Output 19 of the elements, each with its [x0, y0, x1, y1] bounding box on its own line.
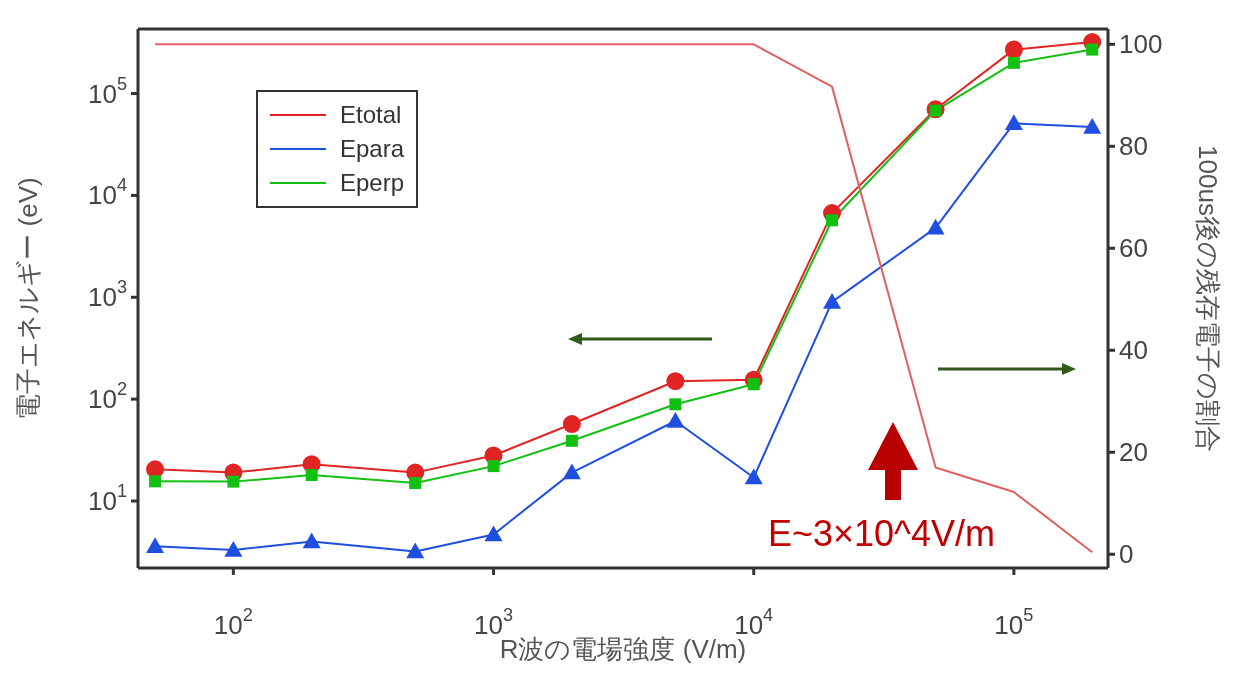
y2-tick-label: 40 — [1119, 335, 1148, 366]
y-tick-label: 10$^{3}$ — [87, 277, 127, 313]
y-tick-label: 10$^{1}$ — [87, 481, 127, 517]
y2-tick-label: 100 — [1119, 29, 1163, 60]
x-tick-label: 10$^{2}$ — [213, 605, 253, 640]
y-tick-label: 10$^{2}$ — [87, 379, 127, 415]
x-tick-label: 10$^{5}$ — [994, 605, 1034, 640]
annotation: E~3×10^4V/m — [768, 513, 996, 555]
y-tick-label: 10$^{4}$ — [87, 175, 127, 211]
y2-tick-label: 0 — [1119, 539, 1134, 570]
legend-label: Epara — [340, 134, 405, 164]
y2-axis-title: 100us後の残存電子の割合 — [1192, 145, 1223, 452]
y2-tick-label: 20 — [1119, 437, 1148, 468]
legend-label: Eperp — [340, 168, 405, 198]
y2-tick-label: 80 — [1119, 131, 1148, 162]
legend-label: Etotal — [340, 100, 402, 130]
y2-tick-label: 60 — [1119, 233, 1148, 264]
y-tick-label: 10$^{5}$ — [87, 73, 127, 109]
y-axis-title: 電子エネルギー (eV) — [13, 177, 44, 420]
